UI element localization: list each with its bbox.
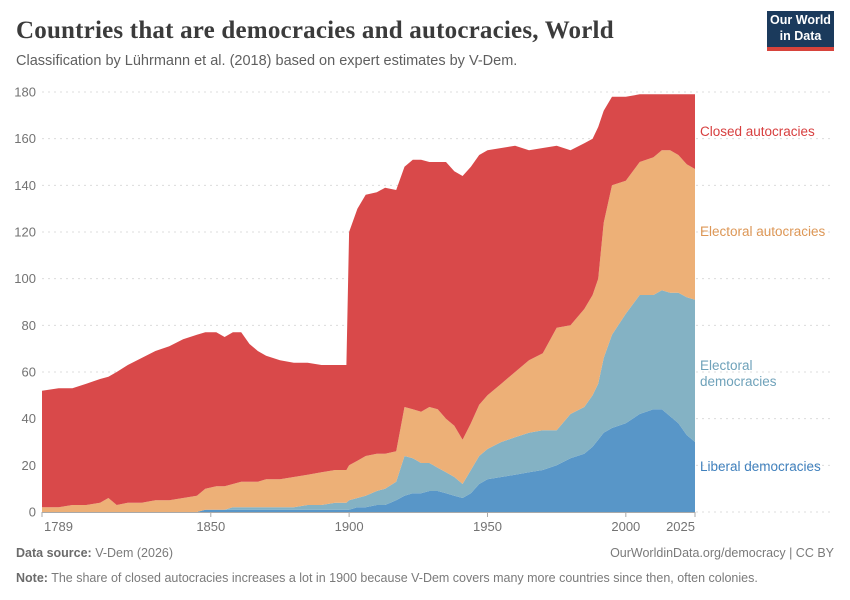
legend-label-electoral-democracies[interactable]: Electoral democracies xyxy=(700,358,777,390)
chart-canvas: 0 20 40 60 80 100 120 140 160 180 1789 1850 1900 1950… xyxy=(14,85,833,534)
legend-label-electoral-autocracies[interactable]: Electoral autocracies xyxy=(700,224,826,239)
chart-title: Countries that are democracies and autoc… xyxy=(16,17,614,44)
y-axis-tick-label: 0 xyxy=(29,505,36,520)
x-axis-tick-label: 1900 xyxy=(335,519,364,534)
y-axis-tick-label: 140 xyxy=(14,178,36,193)
y-axis-tick-label: 180 xyxy=(14,85,36,100)
y-axis-tick-label: 80 xyxy=(22,318,36,333)
area-electoral-democracies[interactable] xyxy=(42,290,695,512)
area-electoral-autocracies[interactable] xyxy=(42,150,695,513)
x-axis-tick-label: 1789 xyxy=(44,519,73,534)
y-axis-tick-label: 60 xyxy=(22,365,36,380)
y-axis-tick-label: 160 xyxy=(14,131,36,146)
x-axis-tick-label: 2000 xyxy=(611,519,640,534)
y-axis-tick-label: 100 xyxy=(14,271,36,286)
area-closed-autocracies[interactable] xyxy=(42,94,695,508)
x-axis-tick-label: 2025 xyxy=(666,519,695,534)
chart-footer: Data source: V-Dem (2026) OurWorldinData… xyxy=(16,546,834,560)
area-liberal-democracies[interactable] xyxy=(42,409,695,512)
chart-note: Note: The share of closed autocracies in… xyxy=(16,571,758,585)
owid-license-link[interactable]: OurWorldinData.org/democracy | CC BY xyxy=(610,546,834,560)
legend-label-closed-autocracies[interactable]: Closed autocracies xyxy=(700,124,815,139)
x-axis-tick-label: 1950 xyxy=(473,519,502,534)
x-axis-tick-label: 1850 xyxy=(196,519,225,534)
owid-logo[interactable]: Our World in Data xyxy=(767,11,834,51)
chart-subtitle: Classification by Lührmann et al. (2018)… xyxy=(16,53,518,69)
legend-label-liberal-democracies[interactable]: Liberal democracies xyxy=(700,459,821,474)
y-axis-tick-label: 120 xyxy=(14,225,36,240)
data-source-text: Data source: V-Dem (2026) xyxy=(16,546,174,560)
y-axis-tick-label: 40 xyxy=(22,411,36,426)
owid-logo-text: Our World in Data xyxy=(770,13,831,43)
y-axis-tick-label: 20 xyxy=(22,458,36,473)
